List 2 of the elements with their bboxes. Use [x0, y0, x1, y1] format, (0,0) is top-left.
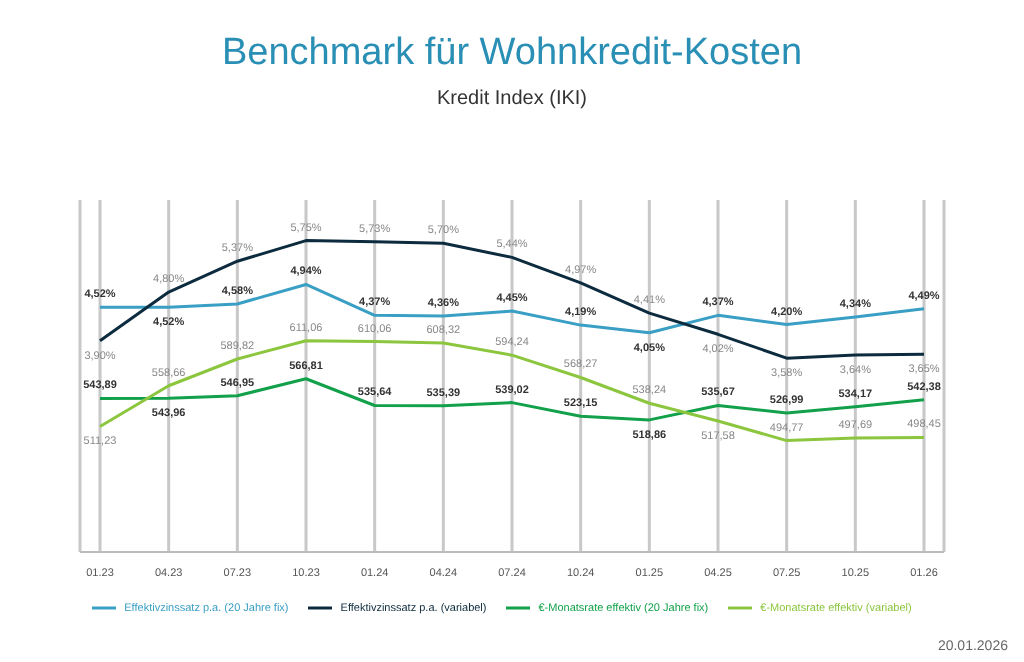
chart-subtitle: Kredit Index (IKI) [434, 88, 590, 110]
chart-title: Benchmark für Wohnkredit-Kosten [219, 32, 805, 76]
